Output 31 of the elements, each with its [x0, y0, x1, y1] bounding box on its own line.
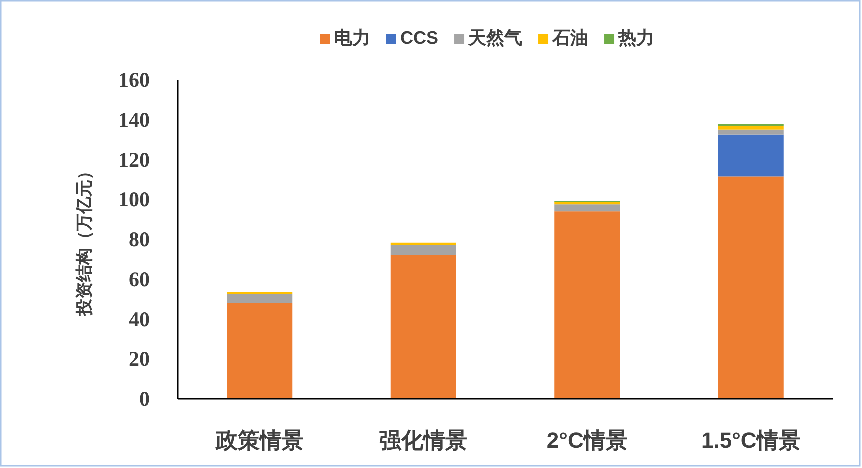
x-tick-label: 政策情景	[214, 428, 304, 453]
legend-label: 热力	[618, 28, 655, 48]
bar	[554, 202, 620, 205]
y-tick-label: 100	[118, 188, 150, 212]
bar	[390, 255, 456, 399]
bar	[718, 134, 784, 177]
bar	[390, 245, 456, 256]
y-tick-label: 140	[118, 108, 150, 132]
y-tick-label: 20	[129, 347, 150, 372]
legend-label: 石油	[552, 28, 589, 48]
x-tick-label: 强化情景	[380, 428, 468, 453]
y-tick-label: 0	[140, 387, 150, 411]
legend-label: 电力	[334, 28, 370, 48]
bar	[390, 242, 456, 246]
bar	[227, 294, 293, 304]
legend-label: CCS	[400, 28, 439, 48]
bar	[554, 204, 620, 212]
bar	[554, 212, 620, 399]
y-tick-label: 120	[118, 148, 150, 172]
y-tick-label: 40	[129, 307, 150, 332]
bar	[718, 126, 784, 130]
bar	[718, 176, 784, 399]
y-tick-label: 160	[118, 68, 150, 92]
x-tick-label: 2°C情景	[546, 428, 628, 453]
y-axis-title: 投资结构（万亿元）	[75, 163, 94, 317]
x-tick-label: 1.5°C情景	[701, 428, 801, 453]
legend-label: 天然气	[468, 28, 523, 48]
y-tick-label: 60	[129, 267, 150, 292]
bar	[718, 130, 784, 135]
bar	[227, 303, 293, 399]
y-tick-label: 80	[129, 228, 150, 252]
